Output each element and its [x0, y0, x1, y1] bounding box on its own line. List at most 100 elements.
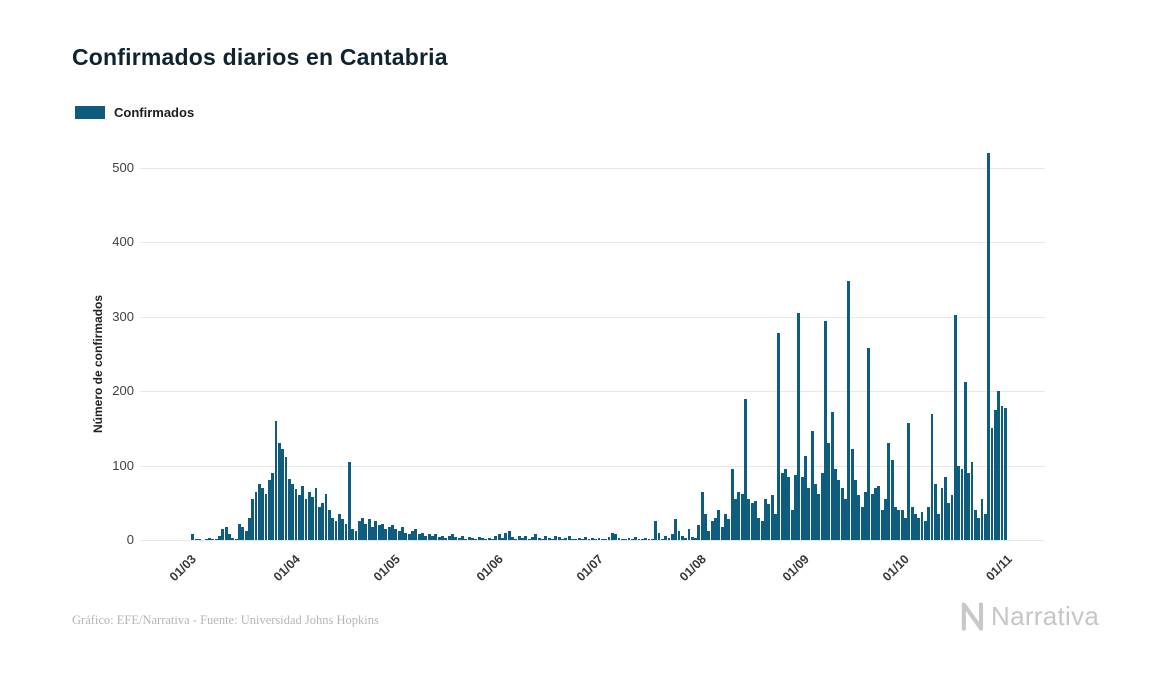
bar	[620, 538, 624, 540]
bar	[710, 521, 714, 540]
bar	[307, 491, 311, 540]
bar	[787, 476, 791, 540]
y-tick-label: 200	[112, 383, 134, 399]
bar	[274, 420, 278, 540]
bar	[217, 536, 221, 540]
bar	[687, 528, 691, 540]
gridline	[140, 168, 1045, 169]
bar	[857, 495, 861, 540]
bar	[397, 531, 401, 540]
bar	[664, 536, 668, 540]
bar	[850, 449, 854, 540]
bar	[860, 506, 864, 540]
bar	[910, 506, 914, 540]
source-note: Gráfico: EFE/Narrativa - Fuente: Univers…	[72, 613, 379, 627]
bar	[277, 443, 281, 540]
bar	[717, 510, 721, 540]
bar	[674, 519, 678, 540]
bar	[371, 526, 375, 540]
bar	[487, 537, 491, 540]
bar	[437, 537, 441, 540]
bar	[947, 502, 951, 540]
bar	[734, 499, 737, 540]
bar	[630, 538, 634, 540]
bar	[414, 528, 418, 540]
bar	[384, 528, 388, 540]
bar	[870, 493, 874, 540]
bar	[317, 506, 321, 540]
y-tick-label: 300	[112, 308, 134, 324]
bar	[191, 534, 195, 540]
bar	[774, 513, 777, 540]
bar	[570, 538, 574, 540]
bar	[491, 538, 494, 540]
bar	[807, 487, 811, 540]
bar	[407, 534, 411, 540]
bar	[477, 537, 481, 540]
bar	[977, 517, 981, 540]
legend-label: Confirmados	[114, 105, 195, 120]
gridline	[140, 465, 1045, 467]
bar	[750, 502, 754, 540]
page-title: Confirmados diarios en Cantabria	[72, 44, 448, 70]
bar	[584, 537, 588, 540]
bar	[494, 536, 498, 540]
bar	[667, 537, 671, 540]
bar	[507, 531, 511, 540]
bar	[421, 532, 424, 540]
bar	[434, 534, 438, 540]
bar	[993, 409, 997, 540]
bar	[867, 348, 871, 540]
bar	[917, 517, 921, 540]
bar	[600, 539, 604, 540]
bar	[241, 526, 245, 540]
bar	[684, 537, 688, 540]
bar	[794, 474, 797, 540]
bar	[963, 381, 967, 540]
bar	[464, 538, 468, 540]
bar	[504, 532, 508, 540]
x-tick-label: 01/09	[780, 552, 813, 585]
bar	[271, 473, 275, 540]
bar	[940, 487, 944, 540]
bar	[291, 484, 295, 540]
bar	[950, 495, 954, 540]
bar	[897, 510, 901, 540]
bar	[590, 537, 594, 540]
bar	[211, 539, 215, 540]
bar	[527, 538, 531, 540]
bar	[730, 469, 734, 540]
bar	[521, 537, 524, 540]
gridline	[140, 540, 1045, 541]
bar	[231, 537, 235, 540]
bar	[281, 449, 285, 540]
bar	[341, 519, 345, 540]
bar	[873, 487, 877, 540]
bar	[957, 465, 961, 540]
bar	[247, 517, 251, 540]
bar	[810, 430, 814, 540]
bar	[431, 536, 434, 540]
bar	[597, 537, 601, 540]
bar	[700, 491, 704, 540]
bar	[204, 538, 208, 540]
bar	[567, 536, 571, 540]
bar	[817, 493, 821, 540]
x-tick-label: 01/08	[676, 552, 709, 585]
bar	[953, 314, 957, 540]
bar	[304, 499, 308, 540]
bar	[937, 513, 941, 540]
bar	[314, 487, 318, 540]
bar	[251, 499, 255, 540]
bar	[377, 525, 381, 540]
bar	[697, 525, 701, 540]
bar	[927, 506, 931, 540]
legend: Confirmados	[75, 105, 194, 120]
bar	[970, 461, 974, 540]
bar	[814, 484, 817, 540]
bar	[331, 517, 335, 540]
bar	[481, 537, 484, 540]
bar	[394, 528, 398, 540]
bar	[484, 538, 488, 540]
bar	[893, 506, 897, 540]
